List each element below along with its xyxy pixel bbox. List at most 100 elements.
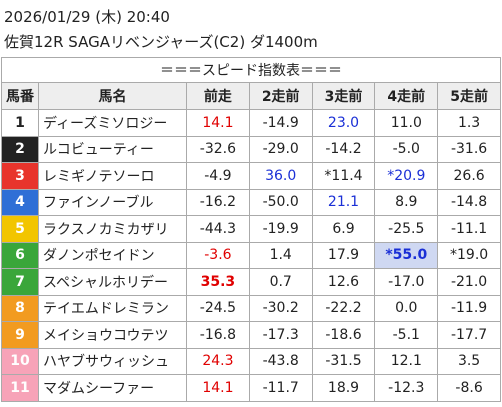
speed-index: -12.3	[374, 374, 439, 402]
speed-index: -11.7	[248, 374, 313, 402]
table-body: ＝＝＝スピード指数表＝＝＝ 馬番 馬名 前走 2走前 3走前 4走前 5走前 1 ディーズミソロジ…	[1, 57, 501, 402]
speed-index: -8.6	[437, 374, 501, 402]
title-row: ＝＝＝スピード指数表＝＝＝	[1, 57, 501, 83]
column-header: 5走前	[437, 82, 501, 110]
speed-index: -11.1	[437, 215, 501, 243]
speed-index: *20.9	[374, 162, 439, 190]
horse-number: 2	[1, 135, 39, 163]
speed-index: -14.9	[248, 109, 313, 137]
speed-index: 23.0	[311, 109, 376, 137]
speed-index: 14.1	[186, 109, 250, 137]
speed-index: -43.8	[248, 347, 313, 375]
speed-index: -16.2	[186, 188, 250, 216]
speed-index: -25.5	[374, 215, 439, 243]
horse-row: 7 スペシャルホリデー 35.3 0.7 12.6 -17.0 -21.0	[1, 268, 501, 296]
speed-index: -31.6	[437, 135, 501, 163]
race-info: 佐賀12R SAGAリベンジャーズ(C2) ダ1400m	[4, 33, 318, 51]
speed-index: -4.9	[186, 162, 250, 190]
speed-index: 17.9	[311, 241, 376, 269]
horse-number: 7	[1, 268, 39, 296]
speed-index: 21.1	[311, 188, 376, 216]
speed-index: -30.2	[248, 294, 313, 322]
speed-index: -17.7	[437, 321, 501, 349]
horse-number: 6	[1, 241, 39, 269]
speed-index: *11.4	[311, 162, 376, 190]
horse-name: スペシャルホリデー	[38, 268, 187, 296]
speed-index: -22.2	[311, 294, 376, 322]
horse-number: 3	[1, 162, 39, 190]
horse-name: ダノンポセイドン	[38, 241, 187, 269]
horse-number: 8	[1, 294, 39, 322]
speed-index: -11.9	[437, 294, 501, 322]
horse-number: 4	[1, 188, 39, 216]
column-header: 馬番	[1, 82, 39, 110]
horse-row: 6 ダノンポセイドン -3.6 1.4 17.9 *55.0 *19.0	[1, 241, 501, 269]
horse-row: 2 ルコビューティー -32.6 -29.0 -14.2 -5.0 -31.6	[1, 135, 501, 163]
speed-index: 8.9	[374, 188, 439, 216]
speed-index: -29.0	[248, 135, 313, 163]
speed-index: 12.1	[374, 347, 439, 375]
speed-index: 14.1	[186, 374, 250, 402]
horse-row: 4 ファインノーブル -16.2 -50.0 21.1 8.9 -14.8	[1, 188, 501, 216]
horse-row: 10 ハヤブサウィッシュ 24.3 -43.8 -31.5 12.1 3.5	[1, 347, 501, 375]
horse-name: ラクスノカミカザリ	[38, 215, 187, 243]
horse-row: 1 ディーズミソロジー 14.1 -14.9 23.0 11.0 1.3	[1, 109, 501, 137]
horse-row: 9 メイショウコウテツ -16.8 -17.3 -18.6 -5.1 -17.7	[1, 321, 501, 349]
horse-row: 5 ラクスノカミカザリ -44.3 -19.9 6.9 -25.5 -11.1	[1, 215, 501, 243]
speed-index: 11.0	[374, 109, 439, 137]
speed-index: -50.0	[248, 188, 313, 216]
speed-index: -17.0	[374, 268, 439, 296]
speed-index: 0.0	[374, 294, 439, 322]
column-header: 馬名	[38, 82, 187, 110]
speed-index: *19.0	[437, 241, 501, 269]
horse-name: マダムシーファー	[38, 374, 187, 402]
horse-number: 10	[1, 347, 39, 375]
horse-row: 8 テイエムドレミラン -24.5 -30.2 -22.2 0.0 -11.9	[1, 294, 501, 322]
horse-name: ルコビューティー	[38, 135, 187, 163]
column-header: 2走前	[248, 82, 313, 110]
speed-index: -31.5	[311, 347, 376, 375]
speed-index: -18.6	[311, 321, 376, 349]
horse-name: レミギノテソーロ	[38, 162, 187, 190]
speed-index: -32.6	[186, 135, 250, 163]
horse-number: 5	[1, 215, 39, 243]
datetime: 2026/01/29 (木) 20:40	[4, 8, 170, 26]
speed-index: 3.5	[437, 347, 501, 375]
horse-name: ハヤブサウィッシュ	[38, 347, 187, 375]
horse-number: 9	[1, 321, 39, 349]
speed-index: 24.3	[186, 347, 250, 375]
speed-index-table: ＝＝＝スピード指数表＝＝＝ 馬番 馬名 前走 2走前 3走前 4走前 5走前 1 ディーズミソロジ…	[1, 57, 501, 402]
horse-name: メイショウコウテツ	[38, 321, 187, 349]
speed-index: 6.9	[311, 215, 376, 243]
speed-index: 1.4	[248, 241, 313, 269]
speed-index: -16.8	[186, 321, 250, 349]
horse-row: 11 マダムシーファー 14.1 -11.7 18.9 -12.3 -8.6	[1, 374, 501, 402]
speed-index: 26.6	[437, 162, 501, 190]
speed-index: -14.8	[437, 188, 501, 216]
speed-index: -14.2	[311, 135, 376, 163]
speed-index: -21.0	[437, 268, 501, 296]
speed-index: *55.0	[374, 241, 439, 269]
speed-index: -24.5	[186, 294, 250, 322]
column-header: 3走前	[311, 82, 376, 110]
speed-index: 12.6	[311, 268, 376, 296]
speed-index: 0.7	[248, 268, 313, 296]
speed-index: -5.0	[374, 135, 439, 163]
speed-index: 1.3	[437, 109, 501, 137]
speed-index: -5.1	[374, 321, 439, 349]
header-row: 馬番 馬名 前走 2走前 3走前 4走前 5走前	[1, 82, 501, 110]
horse-number: 11	[1, 374, 39, 402]
column-header: 4走前	[374, 82, 439, 110]
speed-index: 35.3	[186, 268, 250, 296]
horse-name: ディーズミソロジー	[38, 109, 187, 137]
speed-index: -17.3	[248, 321, 313, 349]
horse-name: ファインノーブル	[38, 188, 187, 216]
speed-index: -44.3	[186, 215, 250, 243]
speed-index: 18.9	[311, 374, 376, 402]
speed-index: -3.6	[186, 241, 250, 269]
horse-name: テイエムドレミラン	[38, 294, 187, 322]
speed-index: -19.9	[248, 215, 313, 243]
table-title: ＝＝＝スピード指数表＝＝＝	[1, 57, 501, 83]
horse-number: 1	[1, 109, 39, 137]
